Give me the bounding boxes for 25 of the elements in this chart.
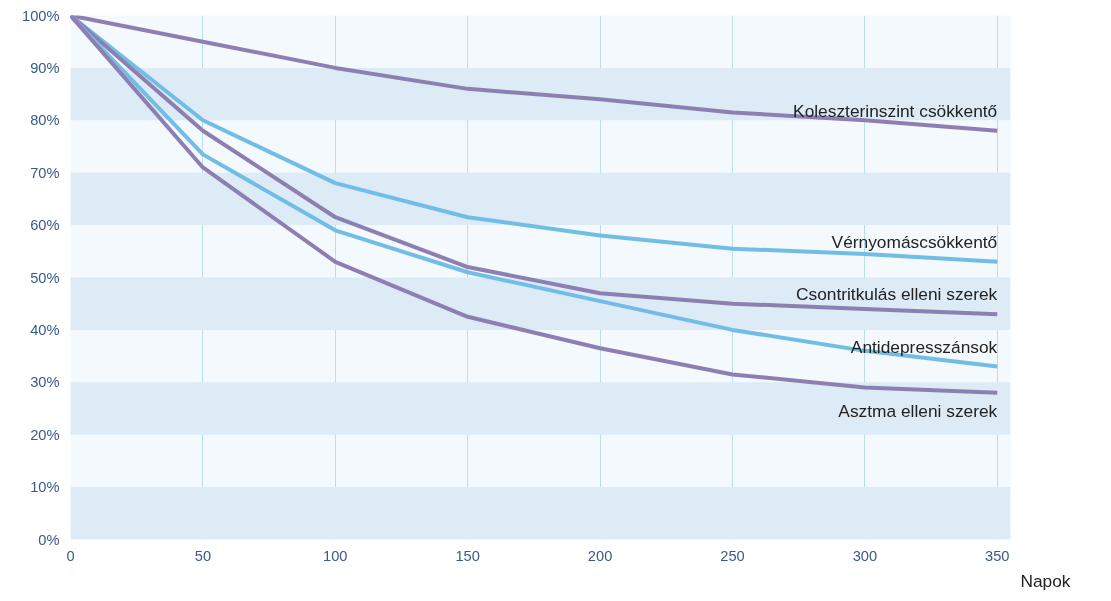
series-label: Csontritkulás elleni szerek [795,284,998,305]
series-label: Vérnyomáscsökkentő [831,231,998,252]
y-tick-label: 80% [30,112,60,129]
y-tick-label: 0% [38,531,60,548]
y-tick-label: 50% [30,269,60,286]
x-tick-label: 250 [720,547,745,564]
x-tick-label: 0 [66,547,75,564]
y-tick-label: 10% [30,479,60,496]
series-label: Asztma elleni szerek [838,400,998,421]
x-axis-title: Napok [1020,570,1071,591]
y-tick-label: 90% [30,59,60,76]
y-tick-label: 40% [30,321,60,338]
x-tick-label: 100 [323,547,348,564]
y-tick-label: 20% [30,426,60,443]
y-tick-label: 30% [30,374,60,391]
x-tick-label: 50 [194,547,212,564]
y-tick-label: 70% [30,164,60,181]
y-tick-label: 60% [30,217,60,234]
x-tick-label: 300 [852,547,878,564]
y-tick-label: 100% [22,7,60,24]
series-label: Koleszterinszint csökkentő [793,100,998,121]
series-label: Antidepresszánsok [850,336,998,357]
x-tick-label: 200 [587,547,613,564]
x-tick-label: 350 [985,547,1010,564]
x-tick-label: 150 [455,547,480,564]
